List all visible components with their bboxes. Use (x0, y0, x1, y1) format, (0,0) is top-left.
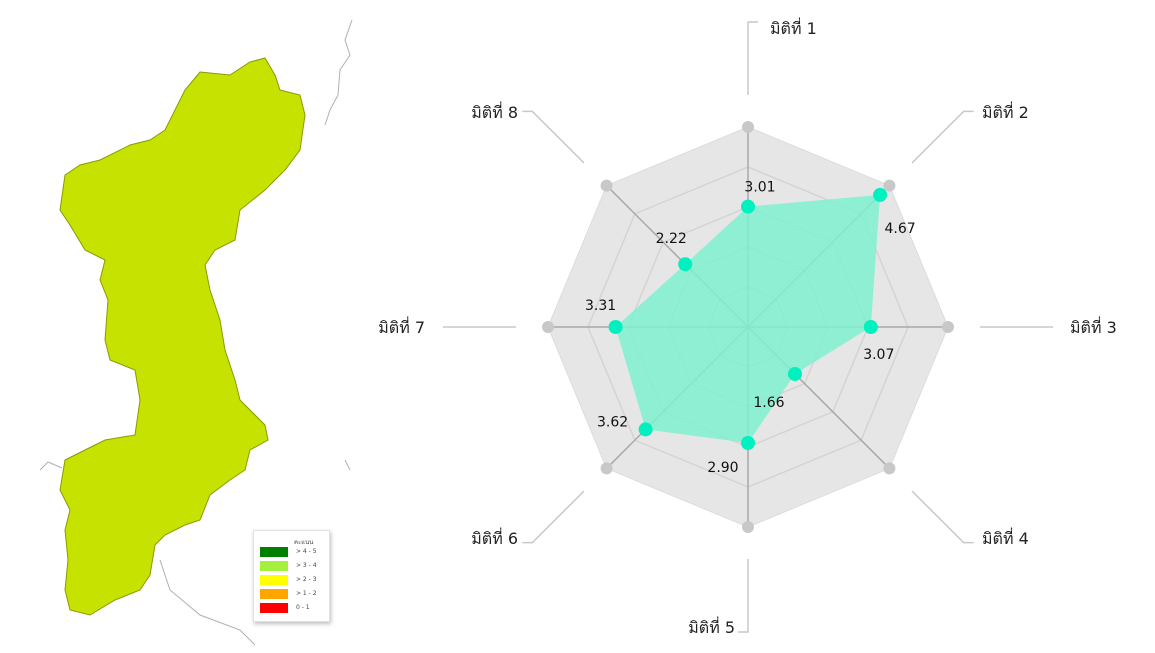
axis-name-label: มิติที่ 6 (471, 527, 518, 548)
radar-value-label: 2.22 (656, 231, 687, 247)
radar-axis-end-marker (942, 321, 954, 333)
axis-name-label: มิติที่ 7 (378, 316, 425, 337)
axis-name-label: มิติที่ 5 (688, 616, 735, 637)
legend-label: > 4 - 5 (296, 548, 317, 555)
radar-chart-svg: 3.01 4.67 3.07 1.66 2.90 3.62 3.31 2.22 มิติที่ … (378, 17, 1117, 637)
radar-axis-end-marker (742, 121, 754, 133)
legend-label: > 3 - 4 (296, 562, 317, 569)
radar-data-area (615, 194, 881, 443)
legend-swatch (260, 589, 288, 599)
legend-item: > 2 - 3 (260, 575, 326, 586)
radar-axis-end-marker (600, 179, 613, 192)
radar-value-label: 3.62 (597, 414, 628, 430)
legend-swatch (260, 561, 288, 571)
legend-swatch (260, 547, 288, 557)
legend-swatch (260, 603, 288, 613)
map-svg (39, 19, 353, 646)
axis-name-label: มิติที่ 4 (982, 527, 1029, 548)
radar-data-point (787, 366, 802, 381)
axis-name-label: มิติที่ 8 (471, 101, 518, 122)
legend-item: > 3 - 4 (260, 561, 326, 572)
province-map: คะแนน > 4 - 5 > 3 - 4 > 2 - 3 > 1 - 2 0 … (0, 0, 370, 649)
radar-value-label: 4.67 (885, 221, 916, 237)
legend-item: 0 - 1 (260, 603, 326, 614)
radar-axis-end-marker (883, 462, 896, 475)
legend-label: > 2 - 3 (296, 576, 317, 583)
axis-leader-line (738, 559, 749, 633)
radar-axis-end-marker (883, 179, 896, 192)
radar-axis-end-marker (742, 521, 754, 533)
legend-swatch (260, 575, 288, 585)
legend-label: 0 - 1 (296, 604, 310, 611)
axis-leader-line (911, 490, 974, 544)
legend-title: คะแนน (294, 539, 314, 546)
radar-data-point (873, 187, 888, 202)
radar-axis-end-marker (542, 321, 554, 333)
legend-item: > 4 - 5 (260, 547, 326, 558)
radar-value-label: 2.90 (707, 460, 738, 476)
axis-name-label: มิติที่ 2 (982, 101, 1029, 122)
radar-data-point (638, 422, 653, 437)
axis-leader-line (911, 110, 974, 164)
radar-value-label: 3.01 (744, 180, 775, 196)
province-region (59, 57, 306, 616)
axis-name-label: มิติที่ 3 (1070, 316, 1117, 337)
radar-data-point (741, 436, 755, 450)
axis-name-label: มิติที่ 1 (770, 17, 817, 38)
radar-value-label: 1.66 (753, 395, 784, 411)
radar-axis-end-marker (600, 462, 613, 475)
radar-value-label: 3.07 (863, 347, 894, 363)
map-border-lines (39, 19, 353, 646)
radar-data-point (678, 257, 693, 272)
radar-data-point (741, 199, 755, 214)
axis-leader-line (522, 490, 585, 544)
radar-data-point (608, 320, 623, 334)
radar-data-point (863, 320, 878, 334)
radar-value-label: 3.31 (585, 298, 616, 314)
map-legend: คะแนน > 4 - 5 > 3 - 4 > 2 - 3 > 1 - 2 0 … (253, 530, 330, 622)
axis-leader-line (522, 110, 585, 164)
radar-chart: 3.01 4.67 3.07 1.66 2.90 3.62 3.31 2.22 มิติที่ … (340, 0, 1155, 649)
axis-leader-line (747, 21, 758, 95)
legend-label: > 1 - 2 (296, 590, 317, 597)
legend-item: > 1 - 2 (260, 589, 326, 600)
